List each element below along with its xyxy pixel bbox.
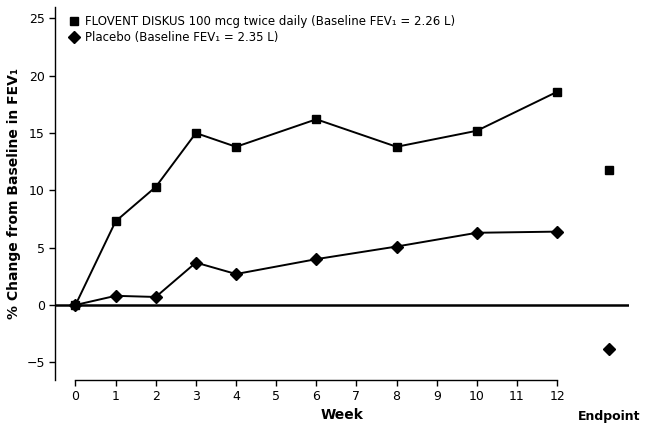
Y-axis label: % Change from Baseline in FEV₁: % Change from Baseline in FEV₁ — [7, 68, 21, 319]
Text: Endpoint: Endpoint — [578, 410, 641, 423]
X-axis label: Week: Week — [321, 408, 364, 422]
Legend: FLOVENT DISKUS 100 mcg twice daily (Baseline FEV₁ = 2.26 L), Placebo (Baseline F: FLOVENT DISKUS 100 mcg twice daily (Base… — [67, 13, 457, 46]
